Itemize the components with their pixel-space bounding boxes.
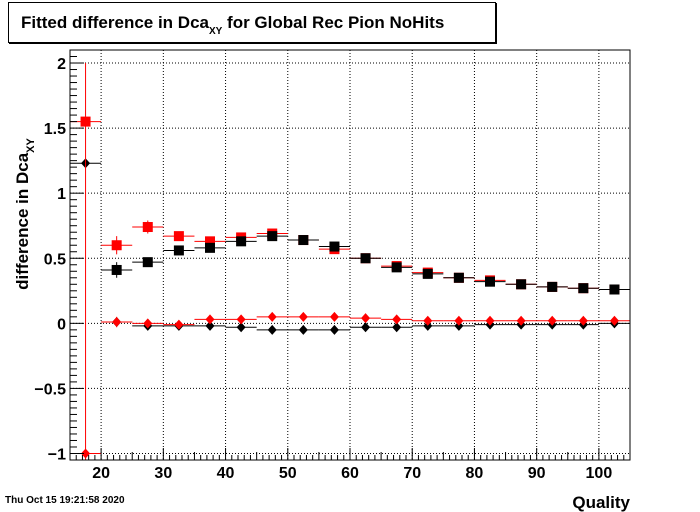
data-point-diamond [392,322,402,333]
data-point-diamond [236,314,246,325]
data-point-diamond [516,315,526,326]
x-tick-label: 70 [403,465,421,482]
x-tick-label: 80 [466,465,484,482]
data-point-square [142,222,153,233]
data-point-square [267,231,278,242]
data-point-square [173,245,184,256]
x-axis-title: Quality [572,493,630,512]
data-point-diamond [361,322,371,333]
data-point-diamond [329,324,339,335]
data-point-diamond [112,317,122,328]
data-point-diamond [143,318,153,329]
data-point-square [516,279,527,290]
x-tick-label: 90 [528,465,546,482]
data-point-diamond [236,322,246,333]
x-tick-label: 20 [92,465,110,482]
data-point-diamond [267,324,277,335]
data-point-square [360,253,371,264]
data-point-diamond [361,313,371,324]
data-point-square [578,283,589,294]
y-tick-label: 1.5 [44,121,66,138]
data-point-diamond [205,320,215,331]
y-tick-label: 0 [57,316,66,333]
data-point-square [453,272,464,283]
y-tick-label: 0.5 [44,251,66,268]
y-tick-label: −0.5 [34,381,66,398]
data-point-square [298,235,309,246]
x-tick-label: 50 [279,465,297,482]
data-point-square [329,241,340,252]
data-series [70,63,630,460]
data-point-diamond [609,315,619,326]
grid-lines [70,50,630,460]
data-point-diamond [578,315,588,326]
data-point-square [609,284,620,295]
x-tick-label: 30 [154,465,172,482]
data-point-square [205,242,215,253]
data-point-diamond [81,448,91,459]
data-point-diamond [392,314,402,325]
y-tick-label: −1 [48,446,66,463]
data-point-diamond [423,315,433,326]
data-point-square [391,262,402,273]
y-tick-label: 1 [57,186,66,203]
axis-ticks: 20 30 40 50 60 70 80 90 100 −1 −0.5 0 0.5 1 1.5 2 [34,49,631,482]
chart-title: Fitted difference in DcaXY for Global Re… [21,13,445,37]
data-point-square [111,240,122,251]
y-tick-label: 2 [57,56,66,73]
data-point-square [485,276,495,287]
data-point-diamond [174,319,184,330]
data-point-diamond [454,320,464,331]
data-point-diamond [485,315,495,326]
data-point-square [173,231,184,242]
data-point-square [142,257,153,268]
x-tick-label: 100 [586,465,613,482]
x-tick-label: 60 [341,465,359,482]
data-point-diamond [205,314,215,325]
data-point-diamond [547,315,557,326]
data-point-diamond [267,311,277,322]
data-point-diamond [298,324,308,335]
data-point-square [111,264,122,275]
timestamp: Thu Oct 15 19:21:58 2020 [5,495,125,506]
chart-title-box: Fitted difference in DcaXY for Global Re… [8,2,496,43]
x-tick-label: 40 [217,465,235,482]
y-axis-title: difference in DcaXY [13,138,37,290]
data-point-diamond [423,320,433,331]
data-point-diamond [329,311,339,322]
data-point-square [236,236,247,247]
data-point-diamond [454,315,464,326]
series-1 [101,231,630,295]
data-point-square [547,281,558,292]
data-point-square [205,236,215,247]
data-point-diamond [298,311,308,322]
data-point-square [422,268,433,279]
